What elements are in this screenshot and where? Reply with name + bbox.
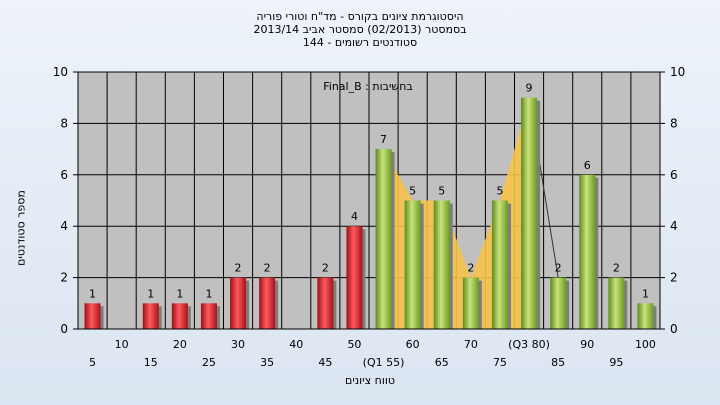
y-tick-label-right: 8: [670, 116, 678, 130]
x-tick-label: 70: [464, 338, 478, 351]
chart-subtitle: בסמסטר (02/2013) סמסטר אביב 2013/14: [253, 23, 467, 36]
x-tick-label: 60: [406, 338, 420, 351]
bar-value-label: 2: [467, 262, 474, 275]
y-tick-label-right: 0: [670, 322, 678, 336]
x-tick-label: 90: [580, 338, 594, 351]
chart-students-count: סטודנטים רשומים - 144: [302, 36, 418, 49]
x-tick-label: 65: [435, 356, 449, 369]
bar: [200, 303, 217, 329]
x-tick-label: 50: [347, 338, 361, 351]
x-tick-label: 25: [202, 356, 216, 369]
bar-value-label: 1: [89, 287, 96, 300]
x-tick-label: 95: [609, 356, 623, 369]
x-tick-label: 75: [493, 356, 507, 369]
bar: [404, 200, 421, 329]
bar: [433, 200, 450, 329]
bar-value-label: 7: [380, 133, 387, 146]
bar-value-label: 9: [526, 82, 533, 95]
x-tick-label: 30: [231, 338, 245, 351]
y-tick-label-right: 4: [670, 219, 678, 233]
y-tick-label-left: 0: [60, 322, 68, 336]
bar: [491, 200, 508, 329]
bar: [142, 303, 159, 329]
chart-annotation: בחשיבות : Final_B: [323, 80, 413, 93]
y-axis-label: מספר סטודנטים: [14, 190, 28, 266]
x-tick-label: 85: [551, 356, 565, 369]
y-tick-label-left: 6: [60, 168, 68, 182]
x-tick-label: 35: [260, 356, 274, 369]
y-tick-label-left: 2: [60, 271, 68, 285]
x-axis-label: טווח ציונים: [345, 374, 395, 387]
bar-value-label: 2: [555, 262, 562, 275]
bar: [346, 226, 363, 329]
bar-value-label: 1: [642, 287, 649, 300]
bar: [317, 277, 334, 329]
bar-value-label: 2: [264, 262, 271, 275]
x-tick-label: 5: [89, 356, 96, 369]
bar-value-label: 1: [147, 287, 154, 300]
bar: [230, 277, 247, 329]
bar-value-label: 2: [322, 262, 329, 275]
y-tick-label-left: 10: [53, 65, 68, 79]
bar-value-label: 2: [613, 262, 620, 275]
x-tick-label: (Q3 80): [508, 338, 550, 351]
bar-value-label: 6: [584, 159, 591, 172]
x-tick-label: 40: [289, 338, 303, 351]
bar-value-label: 1: [176, 287, 183, 300]
y-tick-label-right: 10: [670, 65, 685, 79]
x-tick-label: 15: [144, 356, 158, 369]
bar-value-label: 4: [351, 210, 358, 223]
bar: [171, 303, 188, 329]
bar: [608, 277, 625, 329]
y-tick-label-right: 6: [670, 168, 678, 182]
bar: [375, 149, 392, 329]
bar: [550, 277, 567, 329]
bar: [259, 277, 276, 329]
bar: [579, 174, 596, 329]
bar: [521, 97, 538, 329]
x-tick-label: 100: [635, 338, 656, 351]
bar-value-label: 5: [496, 185, 503, 198]
bar: [637, 303, 654, 329]
bar-value-label: 1: [205, 287, 212, 300]
bar: [462, 277, 479, 329]
bar: [84, 303, 101, 329]
x-tick-label: 10: [115, 338, 129, 351]
x-tick-label: 20: [173, 338, 187, 351]
bar-value-label: 2: [235, 262, 242, 275]
y-tick-label-left: 4: [60, 219, 68, 233]
y-tick-label-left: 8: [60, 116, 68, 130]
x-tick-label: (Q1 55): [363, 356, 405, 369]
bar-value-label: 5: [409, 185, 416, 198]
bar-value-label: 5: [438, 185, 445, 198]
x-tick-label: 45: [318, 356, 332, 369]
chart-title-block: היסטוגרמת ציונים בקורס - מד"ח וטורי פורי…: [0, 10, 720, 49]
chart-title: היסטוגרמת ציונים בקורס - מד"ח וטורי פורי…: [256, 10, 464, 23]
y-tick-label-right: 2: [670, 271, 678, 285]
